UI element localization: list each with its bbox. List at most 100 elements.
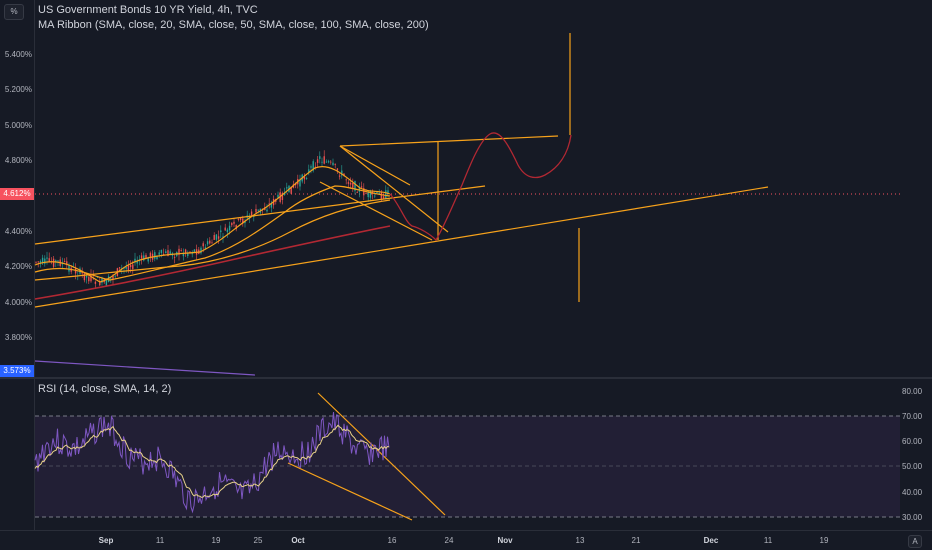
ma-ribbon-legend[interactable]: MA Ribbon (SMA, close, 20, SMA, close, 5… xyxy=(38,19,429,31)
candle-body xyxy=(224,227,226,231)
rsi-axis-label: 30.00 xyxy=(902,513,923,522)
candle-body xyxy=(228,225,231,231)
candle-body xyxy=(125,267,127,269)
candle-body xyxy=(156,255,158,260)
candle-body xyxy=(356,192,358,194)
candle-body xyxy=(94,281,97,284)
time-axis-label: 16 xyxy=(387,536,397,545)
candle-body xyxy=(162,253,165,255)
candle-body xyxy=(37,261,39,263)
price-axis-label: 5.400% xyxy=(4,50,32,59)
candle-body xyxy=(354,181,356,191)
candle-body xyxy=(242,218,244,224)
candle-body xyxy=(382,196,385,199)
candle-body xyxy=(149,252,152,258)
candle-body xyxy=(387,190,389,194)
candle-body xyxy=(83,273,86,281)
candle-body xyxy=(215,234,218,240)
candle-body xyxy=(270,203,273,208)
candle-body xyxy=(341,170,343,176)
candle-body xyxy=(39,261,42,263)
candle-body xyxy=(143,255,145,261)
candle-body xyxy=(378,192,380,195)
time-axis-border xyxy=(0,530,932,531)
pane-separator[interactable] xyxy=(0,377,932,379)
candle-body xyxy=(178,248,180,255)
candle-body xyxy=(206,241,209,245)
candle-body xyxy=(281,192,284,200)
scale-settings-button[interactable]: % xyxy=(4,4,24,20)
candle-body xyxy=(167,250,169,257)
candle-body xyxy=(250,211,253,216)
candle-body xyxy=(158,252,160,255)
candle-body xyxy=(303,176,306,180)
rsi-axis-label: 40.00 xyxy=(902,488,923,497)
candle-body xyxy=(253,216,255,217)
candle-body xyxy=(305,178,308,179)
rsi-axis-label: 80.00 xyxy=(902,387,923,396)
candle-body xyxy=(363,188,365,196)
candle-body xyxy=(63,260,66,262)
candle-body xyxy=(222,236,224,238)
candle-body xyxy=(189,251,191,253)
candle-body xyxy=(114,275,116,277)
candle-body xyxy=(334,163,336,165)
rsi-legend[interactable]: RSI (14, close, SMA, 14, 2) xyxy=(38,383,172,395)
projection-path[interactable] xyxy=(389,132,572,242)
trendline-drawings[interactable] xyxy=(34,33,769,521)
candle-body xyxy=(349,182,352,185)
candle-body xyxy=(48,258,50,262)
rsi-line xyxy=(34,411,390,514)
candle-body xyxy=(347,182,350,184)
candle-body xyxy=(376,191,378,194)
candle-body xyxy=(213,235,215,240)
candle-body xyxy=(374,195,376,197)
candle-body xyxy=(268,203,270,205)
candle-body xyxy=(352,182,354,188)
candle-body xyxy=(235,224,237,230)
candle-body xyxy=(46,257,48,259)
time-axis-label: 19 xyxy=(211,536,221,545)
candle-body xyxy=(35,261,37,263)
candle-body xyxy=(85,276,88,278)
candle-body xyxy=(140,255,143,259)
candle-body xyxy=(52,258,55,267)
auto-scale-button[interactable]: A xyxy=(908,535,922,548)
candle-body xyxy=(41,257,44,264)
time-axis-label: Sep xyxy=(98,536,114,545)
time-axis-label: Oct xyxy=(291,536,305,545)
candle-body xyxy=(154,252,156,259)
candle-body xyxy=(217,236,220,239)
time-axis-label: 24 xyxy=(444,536,454,545)
time-axis-label: 11 xyxy=(155,536,165,545)
candle-body xyxy=(90,274,92,282)
candle-body xyxy=(193,249,196,252)
candle-body xyxy=(209,240,211,244)
price-axis-label: 5.000% xyxy=(4,121,32,130)
rsi-axis-label: 70.00 xyxy=(902,412,923,421)
ma-20-line xyxy=(34,166,391,283)
candle-body xyxy=(66,261,68,265)
time-axis-label: Nov xyxy=(497,536,513,545)
price-axis-label: 4.400% xyxy=(4,227,32,236)
price-axis-label: 4.200% xyxy=(4,262,32,271)
candle-body xyxy=(112,276,114,279)
candle-body xyxy=(330,161,332,163)
symbol-title[interactable]: US Government Bonds 10 YR Yield, 4h, TVC xyxy=(38,4,258,16)
candle-body xyxy=(127,265,130,271)
purple-trendline[interactable] xyxy=(34,360,256,376)
candle-body xyxy=(310,166,312,168)
candle-body xyxy=(345,179,347,181)
candle-body xyxy=(338,175,341,177)
candle-body xyxy=(360,186,363,188)
candle-body xyxy=(226,229,229,233)
candle-body xyxy=(237,218,240,220)
candle-body xyxy=(160,249,163,253)
candle-body xyxy=(211,242,213,244)
candle-body xyxy=(336,168,339,171)
price-axis-border xyxy=(34,0,35,530)
candle-body xyxy=(266,209,268,212)
candle-body xyxy=(184,249,187,253)
candle-body xyxy=(369,190,372,198)
